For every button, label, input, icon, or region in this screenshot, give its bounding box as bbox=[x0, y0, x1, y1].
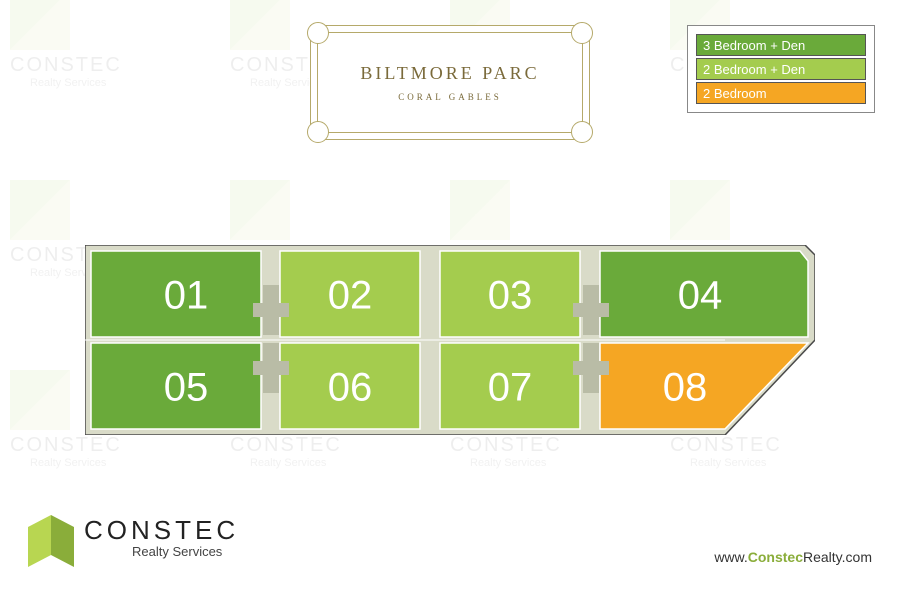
legend-swatch: 3 Bedroom + Den bbox=[696, 34, 866, 56]
title-sub: CORAL GABLES bbox=[398, 92, 501, 102]
unit-label-06: 06 bbox=[328, 366, 373, 410]
website-url: www.ConstecRealty.com bbox=[714, 549, 872, 565]
unit-label-07: 07 bbox=[488, 366, 533, 410]
title-badge: BILTMORE PARC CORAL GABLES bbox=[310, 25, 590, 140]
brand-name: CONSTEC bbox=[84, 515, 239, 546]
unit-label-05: 05 bbox=[164, 366, 209, 410]
legend-item: 2 Bedroom + Den bbox=[696, 58, 866, 80]
legend-swatch: 2 Bedroom bbox=[696, 82, 866, 104]
url-prefix: www. bbox=[714, 549, 747, 565]
brand-logo-icon bbox=[28, 515, 74, 567]
brand-tagline: Realty Services bbox=[132, 544, 239, 559]
unit-label-08: 08 bbox=[663, 366, 708, 410]
unit-label-04: 04 bbox=[678, 274, 723, 318]
url-suffix: Realty bbox=[803, 549, 842, 565]
unit-label-01: 01 bbox=[164, 274, 209, 318]
unit-label-02: 02 bbox=[328, 274, 373, 318]
legend-item: 2 Bedroom bbox=[696, 82, 866, 104]
footer-logo: CONSTEC Realty Services bbox=[28, 515, 239, 567]
legend-swatch: 2 Bedroom + Den bbox=[696, 58, 866, 80]
title-main: BILTMORE PARC bbox=[360, 63, 539, 84]
floor-plan: 01 02 03 04 05 06 07 08 bbox=[85, 245, 815, 435]
url-accent: Constec bbox=[748, 549, 803, 565]
unit-label-03: 03 bbox=[488, 274, 533, 318]
legend: 3 Bedroom + Den2 Bedroom + Den2 Bedroom bbox=[687, 25, 875, 113]
legend-item: 3 Bedroom + Den bbox=[696, 34, 866, 56]
url-tld: .com bbox=[842, 549, 872, 565]
